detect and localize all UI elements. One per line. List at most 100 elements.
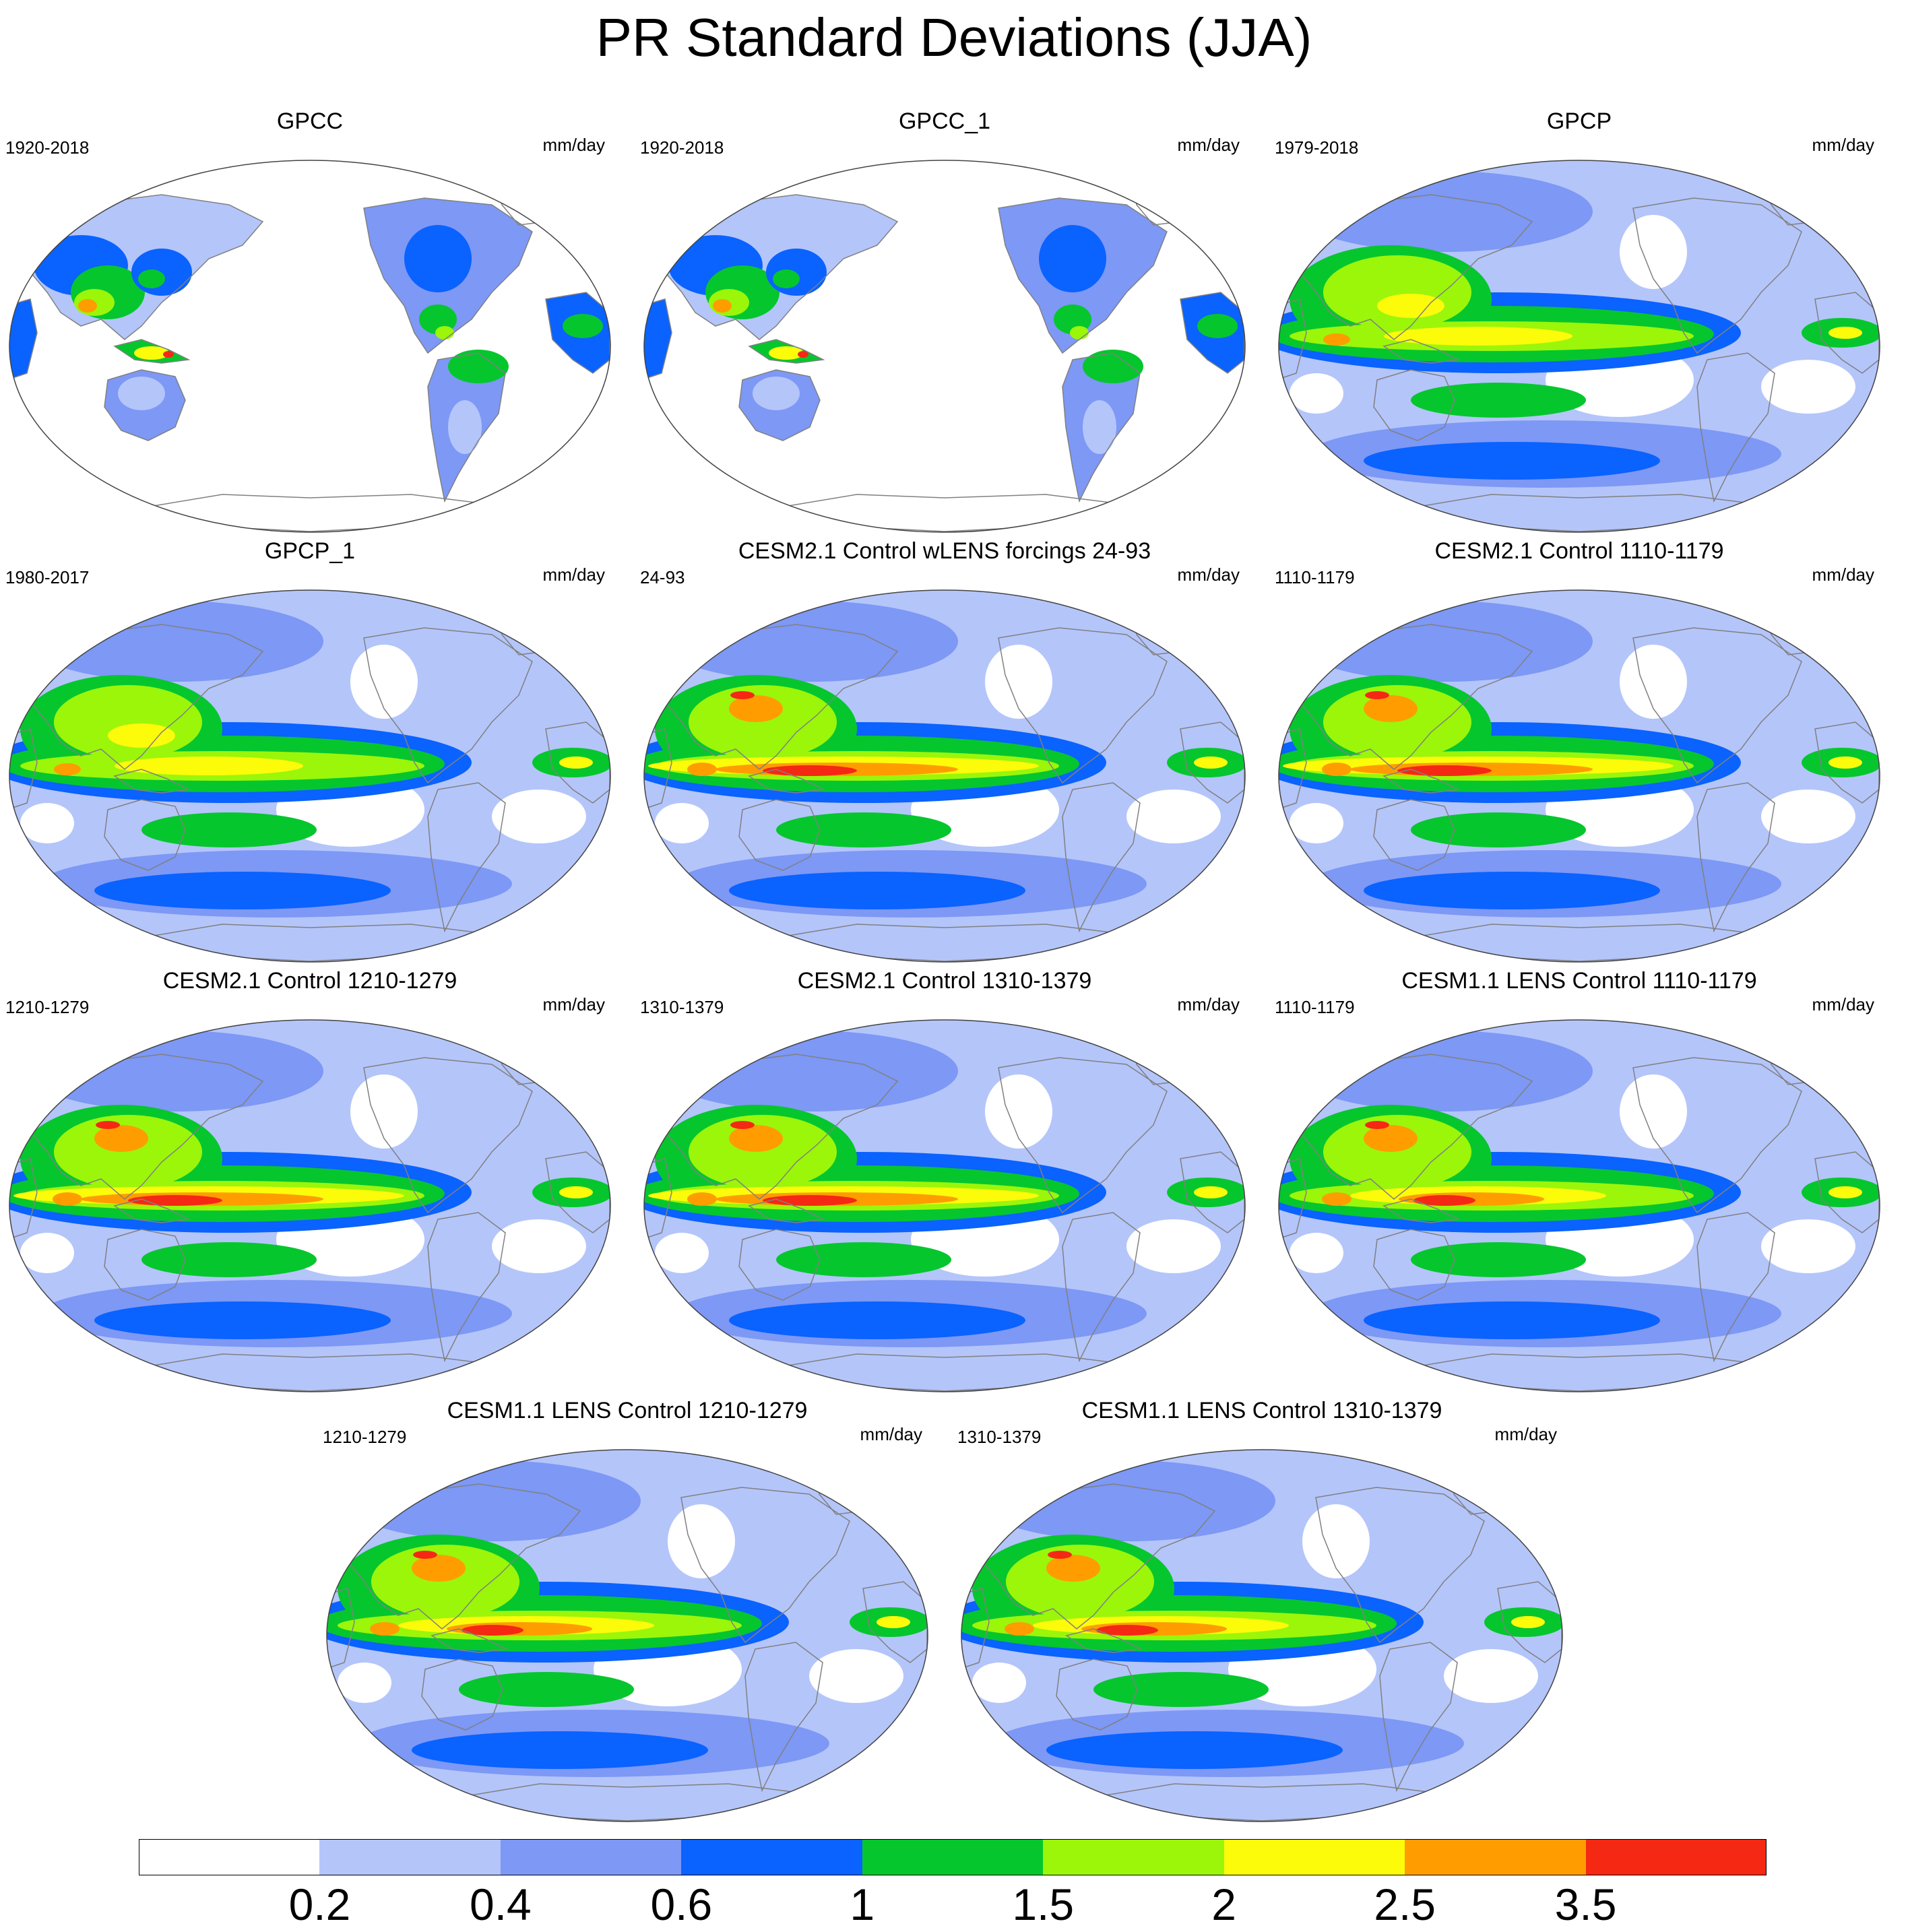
north-pacific-band: [1296, 171, 1593, 252]
bay-of-bengal-peak: [1365, 1121, 1389, 1129]
atlantic-itcz-core: [1828, 756, 1862, 769]
bay-of-bengal-peak: [1048, 1551, 1072, 1559]
panel-units: mm/day: [1812, 565, 1874, 585]
coastline-africa_w: [1180, 292, 1245, 374]
itcz-peak: [1397, 765, 1492, 776]
north-east-pacific-dry: [1620, 1074, 1687, 1149]
panel-title: CESM1.1 LENS Control 1110-1179: [1401, 968, 1757, 994]
figure-title: PR Standard Deviations (JJA): [596, 7, 1312, 67]
coastline-namerica: [363, 197, 533, 354]
robinson-map: [961, 1449, 1563, 1822]
panel-title: GPCC_1: [898, 108, 991, 134]
namerica-east-field: [404, 225, 472, 292]
robinson-map: [643, 1019, 1246, 1392]
itcz-peak: [462, 1625, 523, 1636]
coastline-namerica: [363, 1057, 533, 1214]
coastline-samerica: [427, 352, 506, 503]
indian-ocean-core: [1322, 1192, 1352, 1206]
map-outline: [1278, 160, 1880, 533]
antarctic-field: [644, 924, 1245, 962]
colorbar-box: [1043, 1839, 1225, 1875]
warm-pool-mid: [689, 1115, 837, 1189]
panel-period: 1979-2018: [1275, 137, 1359, 158]
coastline-asia: [1299, 624, 1533, 770]
south-atlantic-dry: [1761, 1219, 1855, 1273]
north-east-pacific-dry: [985, 645, 1052, 719]
warm-pool-orange: [1046, 1555, 1100, 1582]
indian-ocean-core: [1322, 763, 1352, 776]
colorbar-label: 0.2: [288, 1879, 351, 1929]
indian-dry: [655, 1233, 709, 1273]
coastline-indonesia: [1382, 1198, 1460, 1223]
map-outline: [326, 1449, 928, 1822]
north-pacific-band: [27, 601, 323, 682]
coastline-namerica: [1632, 1057, 1802, 1214]
map-panel: CESM1.1 LENS Control 1310-1379 1310-1379 m…: [952, 1397, 1572, 1828]
east-asia-core: [138, 269, 165, 288]
map-panel: GPCC_1 1920-2018 mm/day: [635, 108, 1254, 539]
map-outline: [9, 1019, 611, 1392]
indonesia-peak: [798, 351, 808, 358]
coastline-samerica: [1062, 782, 1141, 933]
north-east-pacific-dry: [1620, 215, 1687, 289]
coastline-africa_e: [644, 728, 672, 811]
panel-title: CESM2.1 Control wLENS forcings 24-93: [738, 538, 1151, 564]
indian-dry: [1290, 1233, 1343, 1273]
indian-dry: [20, 1233, 74, 1273]
north-pacific-band: [979, 1460, 1275, 1541]
atlantic-itcz-core: [877, 1616, 910, 1628]
warm-pool-mid: [689, 685, 837, 759]
panel-units: mm/day: [1812, 135, 1874, 155]
coastline-indonesia: [748, 339, 825, 364]
south-atlantic-dry: [1761, 360, 1855, 414]
north-pacific-band: [27, 1031, 323, 1112]
colorbar-label: 2: [1211, 1879, 1237, 1929]
panel-title: CESM2.1 Control 1310-1379: [797, 968, 1092, 994]
south-atlantic-dry: [1444, 1649, 1538, 1703]
spcz-field: [141, 1242, 317, 1277]
southern-storm-track: [94, 1301, 391, 1339]
colorbar-label: 2.5: [1374, 1879, 1436, 1929]
colorbar-box: [862, 1839, 1044, 1875]
itcz-peak: [128, 1195, 222, 1206]
coastline-namerica: [1632, 197, 1802, 354]
southern-storm-track: [1046, 1731, 1343, 1769]
coastline-samerica: [427, 782, 506, 933]
colorbar-box: [1405, 1839, 1587, 1875]
coastline-samerica: [1696, 782, 1775, 933]
colorbar-label: 1: [850, 1879, 875, 1929]
robinson-map: [9, 589, 611, 963]
coastline-namerica: [1632, 627, 1802, 784]
panel-title: GPCC: [276, 108, 344, 134]
spcz-field: [1093, 1672, 1269, 1707]
coastline-samerica: [1696, 352, 1775, 503]
antarctic-field: [644, 1354, 1245, 1392]
panel-title: CESM1.1 LENS Control 1210-1279: [447, 1398, 808, 1423]
itcz-peak: [1413, 1195, 1475, 1206]
spcz-field: [1411, 812, 1586, 847]
coastline-samerica: [1062, 1212, 1141, 1363]
indonesia-core: [134, 346, 169, 360]
samerica-south-field: [448, 400, 482, 454]
spcz-field: [1411, 1242, 1586, 1277]
warm-pool-mid: [1323, 255, 1471, 329]
coastline-africa_w: [1814, 721, 1880, 804]
indian-ocean-core: [54, 763, 81, 775]
indian-dry: [1290, 803, 1343, 843]
itcz-yellow: [1384, 327, 1572, 346]
coastline-namerica: [998, 1057, 1168, 1214]
east-asia-field: [131, 249, 192, 296]
coastline-indonesia: [748, 769, 825, 794]
antarctic-field: [961, 1784, 1562, 1822]
colorbar-box: [1585, 1839, 1767, 1875]
coastline-asia: [664, 194, 899, 340]
map-outline: [9, 160, 611, 533]
warm-pool-mid: [54, 1115, 202, 1189]
warm-pool-mid: [54, 685, 202, 759]
southern-storm-track: [412, 1731, 708, 1769]
coastline-africa_e: [9, 1158, 38, 1241]
coastline-indonesia: [113, 339, 191, 364]
itcz-yellow: [115, 756, 303, 775]
coastline-namerica: [998, 197, 1168, 354]
map-panel: CESM1.1 LENS Control 1210-1279 1210-1279 m…: [317, 1397, 937, 1828]
